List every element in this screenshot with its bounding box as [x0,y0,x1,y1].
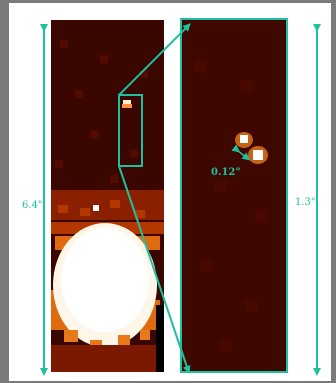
zoom-image [181,20,287,372]
inset-box [118,94,143,167]
connector-top [118,23,191,96]
left-halo [51,190,164,220]
left-noise [55,40,148,183]
separation-arrow [231,144,251,161]
left-scale-label: 6.4" [22,200,43,211]
right-scale-label: 1.3" [295,197,316,208]
connector-bottom [118,165,191,374]
wide-field-image [51,20,164,372]
separation-label: 0.12" [211,167,241,178]
zoom-panel-border [180,18,288,373]
